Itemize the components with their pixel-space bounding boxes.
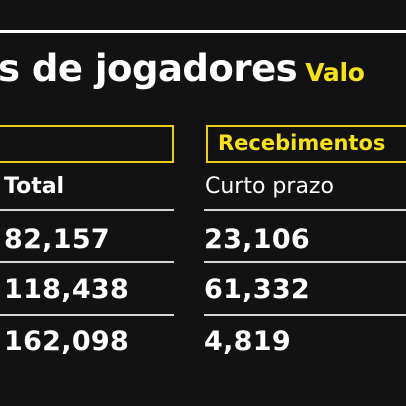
row-divider xyxy=(0,209,174,211)
table-cell-short-term: 4,819 xyxy=(204,326,291,357)
top-divider xyxy=(0,30,406,33)
title-main: s de jogadores xyxy=(0,47,298,90)
column-group-box-left xyxy=(0,125,174,163)
row-divider xyxy=(204,314,406,316)
column-header-short-term: Curto prazo xyxy=(205,174,334,199)
column-group-label-right: Recebimentos xyxy=(218,131,386,155)
table-cell-total: 118,438 xyxy=(4,274,130,305)
row-divider xyxy=(0,261,174,263)
column-header-total: Total xyxy=(4,174,65,199)
column-group-box-right: Recebimentos xyxy=(206,125,406,163)
row-divider xyxy=(0,314,174,316)
title-accent: Valo xyxy=(305,58,365,87)
table-cell-total: 162,098 xyxy=(4,326,130,357)
table-cell-short-term: 61,332 xyxy=(204,274,310,305)
row-divider xyxy=(204,209,406,211)
table-cell-total: 82,157 xyxy=(4,224,110,255)
page-title: s de jogadores Valo xyxy=(0,50,365,87)
table-cell-short-term: 23,106 xyxy=(204,224,310,255)
row-divider xyxy=(204,261,406,263)
